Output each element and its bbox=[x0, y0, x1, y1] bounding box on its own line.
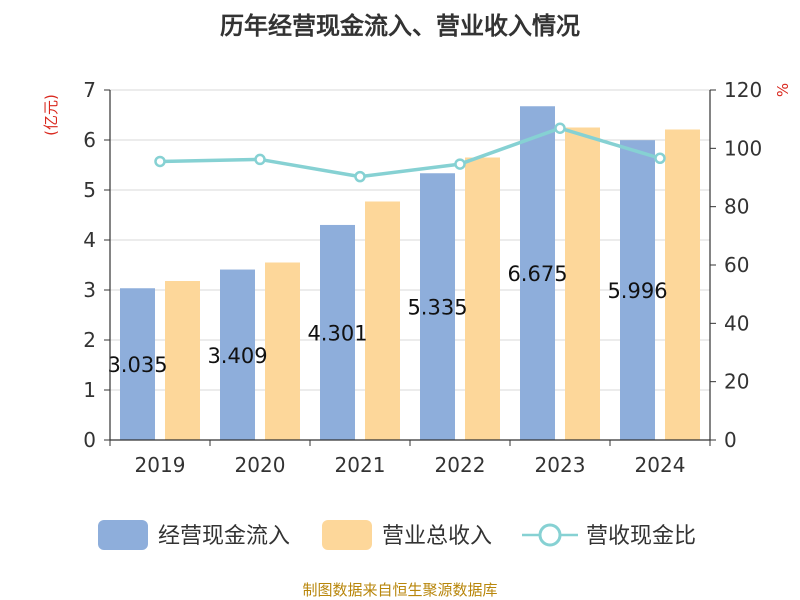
bar bbox=[120, 288, 155, 440]
bar bbox=[620, 140, 655, 440]
right-tick-label: 100 bbox=[724, 136, 762, 160]
bar bbox=[220, 269, 255, 440]
legend-swatch bbox=[98, 520, 148, 550]
left-tick-label: 5 bbox=[83, 178, 96, 202]
legend-label: 经营现金流入 bbox=[158, 524, 290, 549]
ratio-line bbox=[154, 122, 666, 183]
legend-swatch bbox=[322, 520, 372, 550]
legend: 经营现金流入 营业总收入 营收现金比 bbox=[98, 520, 696, 550]
left-tick-label: 6 bbox=[83, 128, 96, 152]
bar bbox=[465, 157, 500, 440]
bar-value-label: 5.996 bbox=[607, 279, 667, 303]
ratio-line-path bbox=[159, 126, 661, 179]
grid-lines bbox=[110, 89, 710, 391]
right-tick-label: 40 bbox=[724, 311, 749, 335]
left-tick-label: 7 bbox=[83, 78, 96, 102]
left-tick-label: 2 bbox=[83, 328, 96, 352]
left-tick-label: 4 bbox=[83, 228, 96, 252]
left-tick-label: 1 bbox=[83, 378, 96, 402]
x-tick-label: 2024 bbox=[635, 453, 686, 477]
legend-item-revenue[interactable]: 营业总收入 bbox=[322, 520, 492, 550]
left-axis-unit: (亿元) bbox=[42, 94, 60, 136]
right-axis-ticks: 0 20 40 60 80 100 120 bbox=[710, 78, 762, 452]
x-tick-label: 2023 bbox=[535, 453, 586, 477]
x-tick-label: 2022 bbox=[435, 453, 486, 477]
bar-value-label: 3.409 bbox=[207, 344, 267, 368]
bar bbox=[565, 127, 600, 440]
bar bbox=[365, 201, 400, 440]
ratio-point bbox=[254, 153, 266, 166]
bar bbox=[165, 281, 200, 440]
legend-item-cash-inflow[interactable]: 经营现金流入 bbox=[98, 520, 290, 550]
chart-title: 历年经营现金流入、营业收入情况 bbox=[220, 12, 580, 40]
bar bbox=[320, 224, 355, 440]
ratio-point bbox=[554, 122, 566, 134]
bar-value-label: 4.301 bbox=[307, 321, 367, 345]
bars bbox=[120, 106, 700, 440]
bar-value-label: 5.335 bbox=[407, 296, 467, 320]
right-tick-label: 0 bbox=[724, 428, 737, 452]
source-note: 制图数据来自恒生聚源数据库 bbox=[302, 581, 497, 599]
x-tick-label: 2020 bbox=[235, 453, 286, 477]
ratio-point bbox=[454, 158, 466, 170]
bar bbox=[420, 173, 455, 440]
right-tick-label: 60 bbox=[724, 253, 749, 277]
bar-value-label: 3.035 bbox=[107, 353, 167, 377]
bar bbox=[520, 106, 555, 440]
legend-item-ratio[interactable]: 营收现金比 bbox=[522, 523, 696, 549]
left-axis-ticks: 0 1 2 3 4 5 6 7 bbox=[83, 78, 110, 452]
bar bbox=[665, 129, 700, 440]
legend-marker bbox=[538, 523, 562, 547]
ratio-point bbox=[154, 155, 166, 168]
left-tick-label: 0 bbox=[83, 428, 96, 452]
data-labels: 3.035 3.409 4.301 5.335 6.675 5.996 bbox=[107, 262, 667, 377]
ratio-point bbox=[654, 152, 666, 164]
right-axis-unit: % bbox=[774, 83, 792, 97]
legend-label: 营收现金比 bbox=[586, 524, 696, 549]
bar-value-label: 6.675 bbox=[507, 262, 567, 286]
ratio-point bbox=[354, 170, 366, 183]
x-axis-ticks: 2019 2020 2021 2022 2023 2024 bbox=[109, 440, 711, 477]
legend-label: 营业总收入 bbox=[382, 524, 492, 549]
x-tick-label: 2021 bbox=[335, 453, 386, 477]
right-tick-label: 20 bbox=[724, 370, 749, 394]
right-tick-label: 80 bbox=[724, 195, 749, 219]
bar bbox=[265, 262, 300, 440]
left-tick-label: 3 bbox=[83, 278, 96, 302]
x-tick-label: 2019 bbox=[135, 453, 186, 477]
right-tick-label: 120 bbox=[724, 78, 762, 102]
